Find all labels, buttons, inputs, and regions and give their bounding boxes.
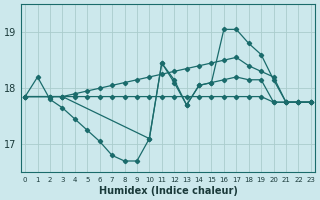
X-axis label: Humidex (Indice chaleur): Humidex (Indice chaleur) [99, 186, 237, 196]
